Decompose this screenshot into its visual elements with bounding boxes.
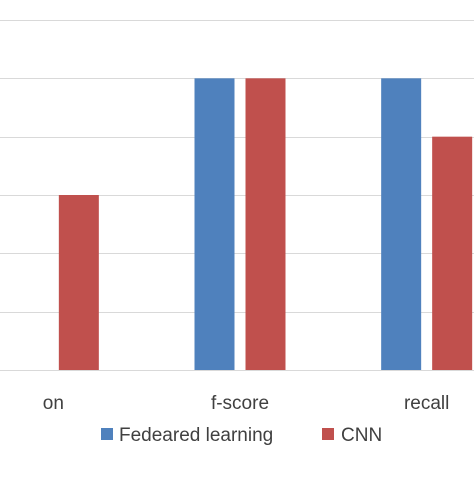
legend-swatch-federated xyxy=(101,428,113,440)
legend-label-federated: Fedeared learning xyxy=(119,425,273,446)
category-tick-labels: on f-score recall xyxy=(43,393,450,414)
category-label: f-score xyxy=(211,393,269,414)
legend-label-cnn: CNN xyxy=(341,425,382,446)
category-label: on xyxy=(43,393,64,414)
legend: Fedeared learning CNN xyxy=(101,425,382,446)
bars xyxy=(58,78,473,370)
category-label: recall xyxy=(404,393,449,414)
bar-cnn-2 xyxy=(432,136,473,370)
bar-cnn-0 xyxy=(58,195,99,370)
bar-federated-2 xyxy=(381,78,422,370)
bar-federated-1 xyxy=(194,78,235,370)
bar-cnn-1 xyxy=(245,78,286,370)
legend-swatch-cnn xyxy=(322,428,334,440)
